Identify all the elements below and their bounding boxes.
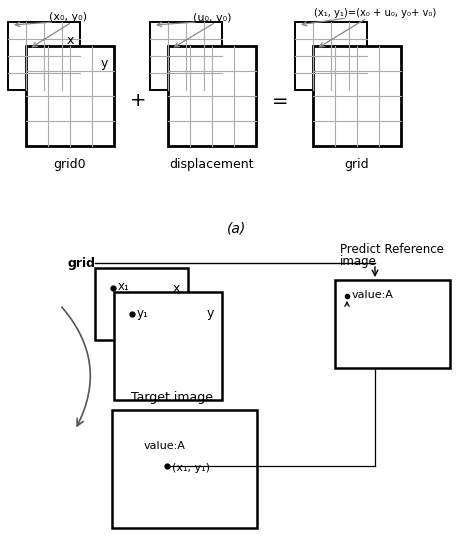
Text: displacement: displacement bbox=[170, 158, 254, 171]
Text: Target image: Target image bbox=[131, 391, 213, 404]
Text: (a): (a) bbox=[228, 221, 246, 235]
Bar bbox=[26, 46, 114, 146]
Text: +: + bbox=[130, 91, 146, 110]
Bar bbox=[8, 22, 80, 90]
Text: grid: grid bbox=[345, 158, 369, 171]
Bar bbox=[114, 292, 222, 400]
Text: Predict Reference: Predict Reference bbox=[340, 243, 444, 256]
Text: value:A: value:A bbox=[352, 290, 394, 300]
Bar bbox=[335, 280, 450, 368]
Text: value:A: value:A bbox=[144, 441, 186, 451]
Bar bbox=[112, 410, 257, 528]
Text: grid0: grid0 bbox=[54, 158, 86, 171]
Text: x: x bbox=[173, 282, 180, 295]
Text: grid: grid bbox=[68, 256, 96, 269]
Text: (x₁, y₁): (x₁, y₁) bbox=[172, 463, 210, 473]
Text: y: y bbox=[100, 58, 108, 71]
Bar bbox=[295, 22, 367, 90]
Text: image: image bbox=[340, 255, 377, 268]
Text: y₁: y₁ bbox=[137, 306, 149, 320]
Text: (u₀, v₀): (u₀, v₀) bbox=[193, 12, 231, 22]
Text: (x₀, y₀): (x₀, y₀) bbox=[49, 12, 87, 22]
Text: y: y bbox=[206, 307, 214, 320]
Bar bbox=[95, 268, 188, 340]
Bar bbox=[168, 46, 256, 146]
Text: x₁: x₁ bbox=[118, 281, 130, 293]
Bar bbox=[150, 22, 222, 90]
FancyArrowPatch shape bbox=[62, 307, 91, 426]
Text: =: = bbox=[272, 91, 288, 110]
Text: (x₁, y₁)=(x₀ + u₀, y₀+ v₀): (x₁, y₁)=(x₀ + u₀, y₀+ v₀) bbox=[314, 8, 436, 18]
Bar bbox=[313, 46, 401, 146]
Text: x: x bbox=[66, 34, 73, 46]
